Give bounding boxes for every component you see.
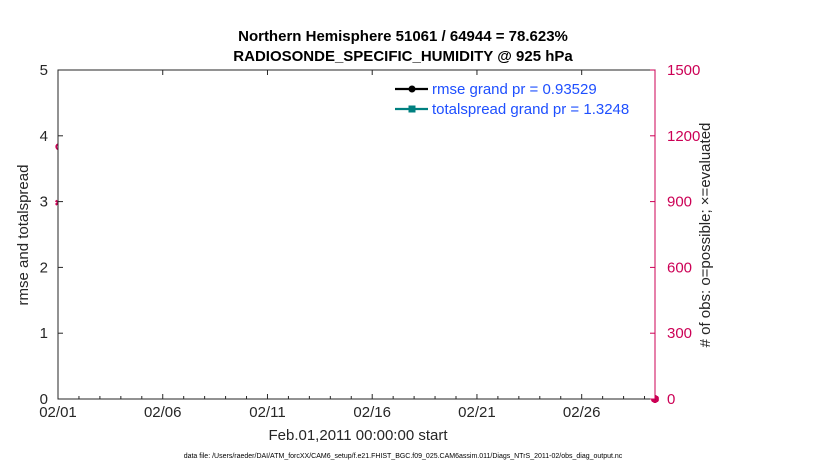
y-tick-label-left: 2 [40, 259, 48, 276]
y-tick-label-left: 3 [40, 194, 48, 211]
legend-label-1: totalspread grand pr = 1.3248 [432, 101, 629, 118]
y-tick-label-left: 5 [40, 62, 48, 79]
legend-label-0: rmse grand pr = 0.93529 [432, 81, 597, 98]
y-axis-label-right: # of obs: o=possible; ×=evaluated [697, 123, 714, 348]
y-tick-label-right: 1500 [667, 62, 700, 79]
x-tick-label: 02/06 [144, 404, 182, 421]
x-tick-label: 02/21 [458, 404, 496, 421]
axes: 02/01 02/06 02/11 02/16 02/21 02/26 0 1 2 3 4 5 0 300… [39, 62, 700, 421]
y-tick-label-right: 0 [667, 391, 675, 408]
x-tick-label: 02/11 [249, 404, 285, 421]
legend-marker-0 [408, 85, 416, 93]
footnote: data file: /Users/raeder/DAI/ATM_forcXX/… [184, 453, 623, 460]
y-tick-label-right: 300 [667, 325, 692, 342]
y-tick-label-left: 1 [40, 325, 48, 342]
legend: rmse grand pr = 0.93529 totalspread grand… [395, 81, 629, 118]
y-tick-label-left: 4 [40, 128, 48, 145]
x-tick-label: 02/26 [563, 404, 601, 421]
x-tick-label: 02/01 [39, 404, 77, 421]
x-tick-label: 02/16 [353, 404, 391, 421]
chart-title-line1: Northern Hemisphere 51061 / 64944 = 78.6… [238, 28, 568, 45]
y-tick-label-left: 0 [40, 391, 48, 408]
y-tick-label-right: 600 [667, 259, 692, 276]
plot-frame [57, 69, 656, 400]
legend-marker-1 [408, 105, 416, 113]
y-tick-label-right: 900 [667, 194, 692, 211]
chart-title-line2: RADIOSONDE_SPECIFIC_HUMIDITY @ 925 hPa [233, 48, 573, 65]
y-tick-label-right: 1200 [667, 128, 700, 145]
x-axis-label: Feb.01,2011 00:00:00 start [268, 427, 448, 444]
y-axis-label-left: rmse and totalspread [15, 165, 32, 306]
